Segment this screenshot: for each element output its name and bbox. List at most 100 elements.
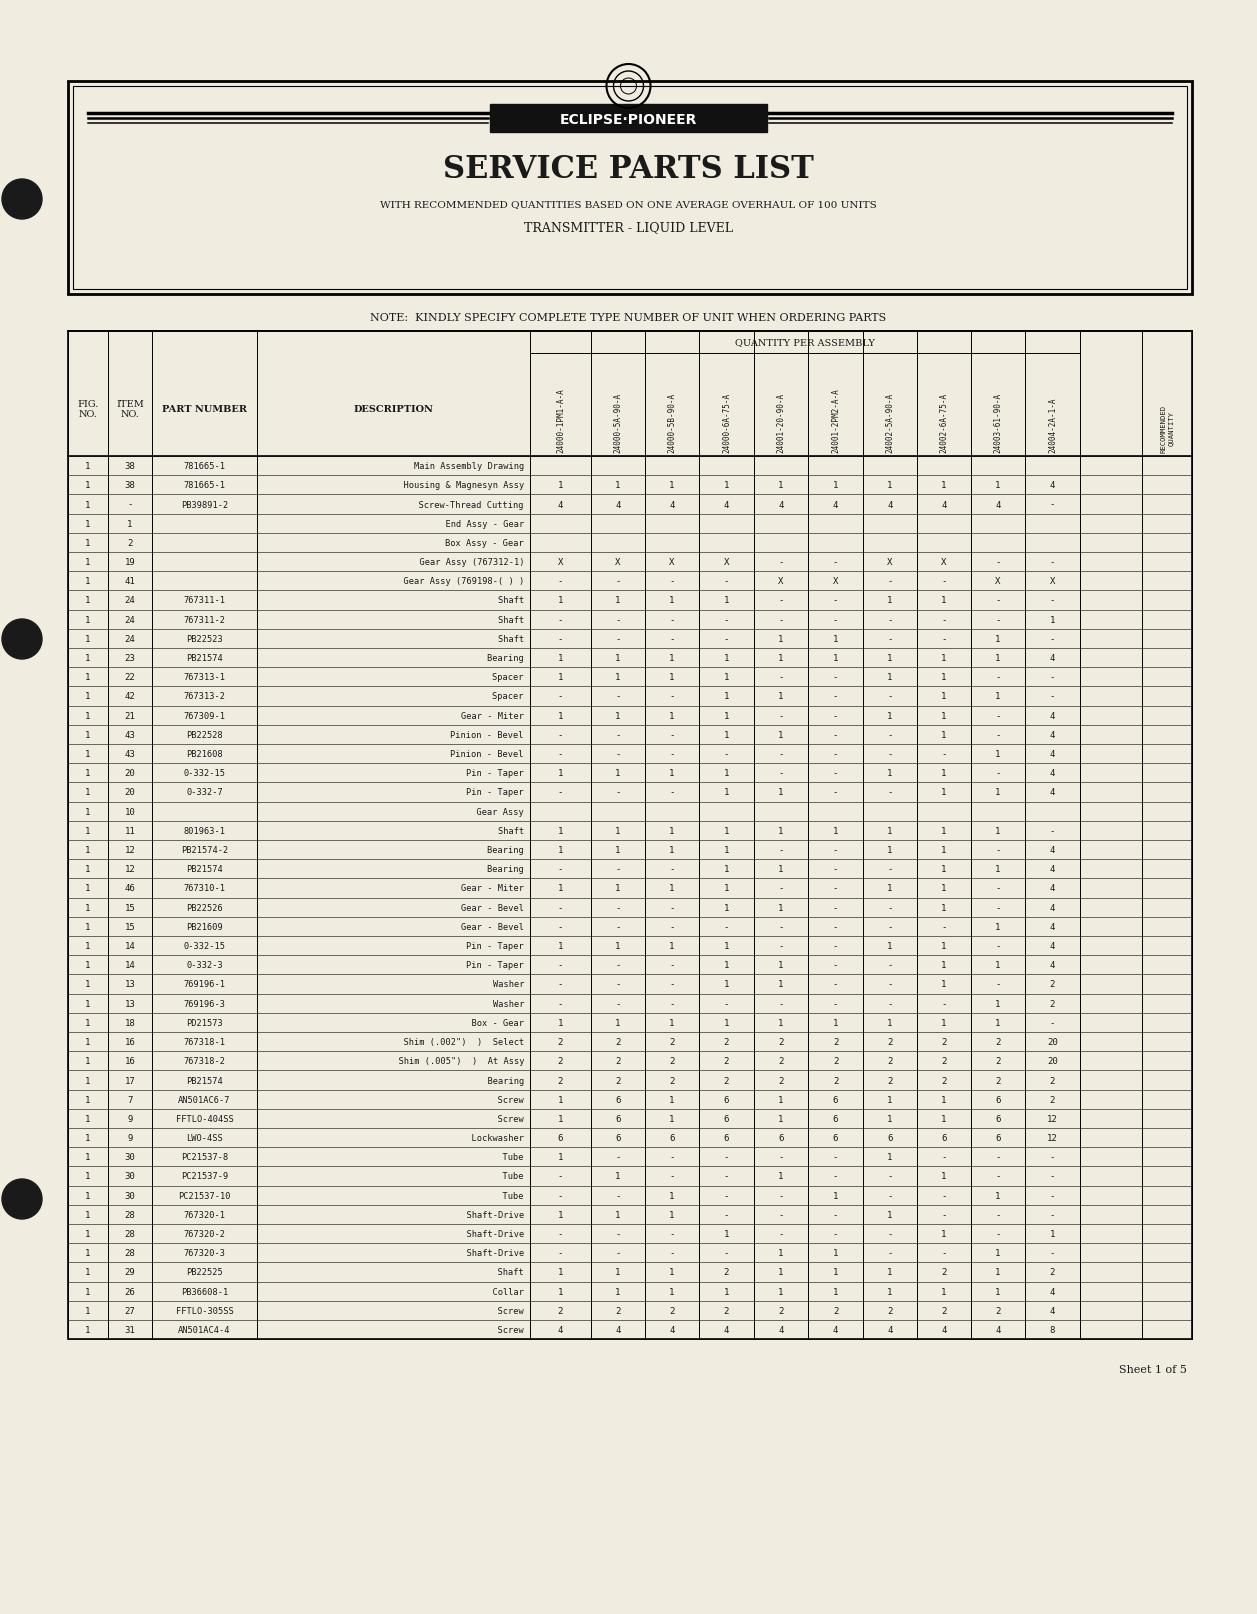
Text: 24: 24	[124, 596, 136, 605]
Text: 1: 1	[85, 692, 91, 700]
Text: 1: 1	[833, 826, 838, 836]
Text: 2: 2	[996, 1306, 1001, 1315]
Text: 6: 6	[669, 1133, 675, 1143]
Text: X: X	[724, 558, 729, 567]
Text: 1: 1	[85, 615, 91, 625]
Text: Gear Assy (769198-( ) ): Gear Assy (769198-( ) )	[372, 576, 524, 586]
Text: Pin - Taper: Pin - Taper	[445, 960, 524, 970]
Text: 1: 1	[558, 1018, 563, 1027]
Text: -: -	[833, 980, 838, 989]
Text: 1: 1	[833, 1286, 838, 1296]
Text: -: -	[778, 558, 783, 567]
Text: 1: 1	[778, 1094, 783, 1104]
Text: 1: 1	[887, 596, 892, 605]
Text: 1: 1	[558, 846, 563, 854]
Text: 1: 1	[616, 712, 621, 720]
Text: -: -	[724, 634, 729, 644]
Text: 1: 1	[724, 481, 729, 491]
Text: 24000-6A-75-A: 24000-6A-75-A	[722, 392, 732, 452]
Text: -: -	[616, 865, 621, 873]
Text: Screw: Screw	[488, 1325, 524, 1335]
Text: X: X	[616, 558, 621, 567]
Text: 2: 2	[778, 1057, 783, 1065]
Text: 6: 6	[724, 1094, 729, 1104]
Text: -: -	[558, 731, 563, 739]
Text: -: -	[724, 1191, 729, 1199]
Text: 1: 1	[85, 1249, 91, 1257]
Circle shape	[3, 1180, 41, 1219]
Text: -: -	[1050, 596, 1055, 605]
Text: TRANSMITTER - LIQUID LEVEL: TRANSMITTER - LIQUID LEVEL	[524, 221, 733, 234]
Text: PB21574: PB21574	[186, 654, 222, 663]
Text: Bearing: Bearing	[445, 654, 524, 663]
Text: 15: 15	[124, 904, 136, 912]
Text: -: -	[887, 865, 892, 873]
Text: 1: 1	[669, 826, 675, 836]
Text: 1: 1	[941, 1018, 947, 1027]
Bar	[68, 82, 1192, 295]
Text: 13: 13	[124, 999, 136, 1009]
Text: 1: 1	[724, 712, 729, 720]
Text: Screw-Thread Cutting: Screw-Thread Cutting	[409, 500, 524, 508]
Text: 1: 1	[778, 692, 783, 700]
Text: -: -	[778, 1210, 783, 1219]
Text: 1: 1	[558, 884, 563, 893]
Text: 767318-1: 767318-1	[184, 1038, 225, 1046]
Text: 1: 1	[887, 846, 892, 854]
Text: 1: 1	[941, 673, 947, 681]
Text: -: -	[558, 692, 563, 700]
Text: 2: 2	[724, 1267, 729, 1277]
Text: 2: 2	[833, 1077, 838, 1085]
Text: 30: 30	[124, 1191, 136, 1199]
Text: -: -	[996, 884, 1001, 893]
Text: 1: 1	[724, 1018, 729, 1027]
Text: -: -	[833, 999, 838, 1009]
Text: 42: 42	[124, 692, 136, 700]
Text: 1: 1	[616, 1018, 621, 1027]
Text: Tube: Tube	[493, 1172, 524, 1181]
Text: 24003-61-90-A: 24003-61-90-A	[993, 392, 1003, 452]
Text: 20: 20	[1047, 1038, 1058, 1046]
Text: 43: 43	[124, 749, 136, 759]
Text: -: -	[669, 788, 675, 797]
Text: PB21609: PB21609	[186, 922, 222, 931]
Text: -: -	[941, 1249, 947, 1257]
Text: 1: 1	[85, 1152, 91, 1162]
Text: 767311-2: 767311-2	[184, 615, 225, 625]
Text: 2: 2	[669, 1306, 675, 1315]
Text: 1: 1	[127, 520, 133, 528]
Text: -: -	[616, 634, 621, 644]
Text: 20: 20	[1047, 1057, 1058, 1065]
Text: X: X	[887, 558, 892, 567]
Text: 1: 1	[724, 826, 729, 836]
Text: -: -	[887, 692, 892, 700]
Text: -: -	[558, 980, 563, 989]
Text: -: -	[669, 960, 675, 970]
Text: 1: 1	[887, 1114, 892, 1123]
Text: QUANTITY PER ASSEMBLY: QUANTITY PER ASSEMBLY	[735, 339, 875, 347]
Text: 1: 1	[85, 576, 91, 586]
Text: -: -	[616, 749, 621, 759]
Text: 1: 1	[669, 673, 675, 681]
Text: 1: 1	[833, 1018, 838, 1027]
Text: 781665-1: 781665-1	[184, 481, 225, 491]
Text: 767313-2: 767313-2	[184, 692, 225, 700]
Text: PC21537-8: PC21537-8	[181, 1152, 228, 1162]
Text: X: X	[778, 576, 783, 586]
Text: -: -	[558, 1249, 563, 1257]
Text: Shaft: Shaft	[488, 1267, 524, 1277]
Text: -: -	[996, 846, 1001, 854]
Text: 4: 4	[1050, 960, 1055, 970]
Text: Tube: Tube	[493, 1152, 524, 1162]
Text: 1: 1	[85, 654, 91, 663]
Text: 10: 10	[124, 807, 136, 817]
Text: 1: 1	[669, 768, 675, 778]
Text: 1: 1	[85, 539, 91, 547]
Text: Spacer: Spacer	[450, 692, 524, 700]
Text: 2: 2	[558, 1038, 563, 1046]
Text: -: -	[941, 634, 947, 644]
Text: -: -	[941, 1152, 947, 1162]
Text: 1: 1	[941, 1230, 947, 1238]
Text: PART NUMBER: PART NUMBER	[162, 405, 246, 413]
Text: 1: 1	[669, 1191, 675, 1199]
